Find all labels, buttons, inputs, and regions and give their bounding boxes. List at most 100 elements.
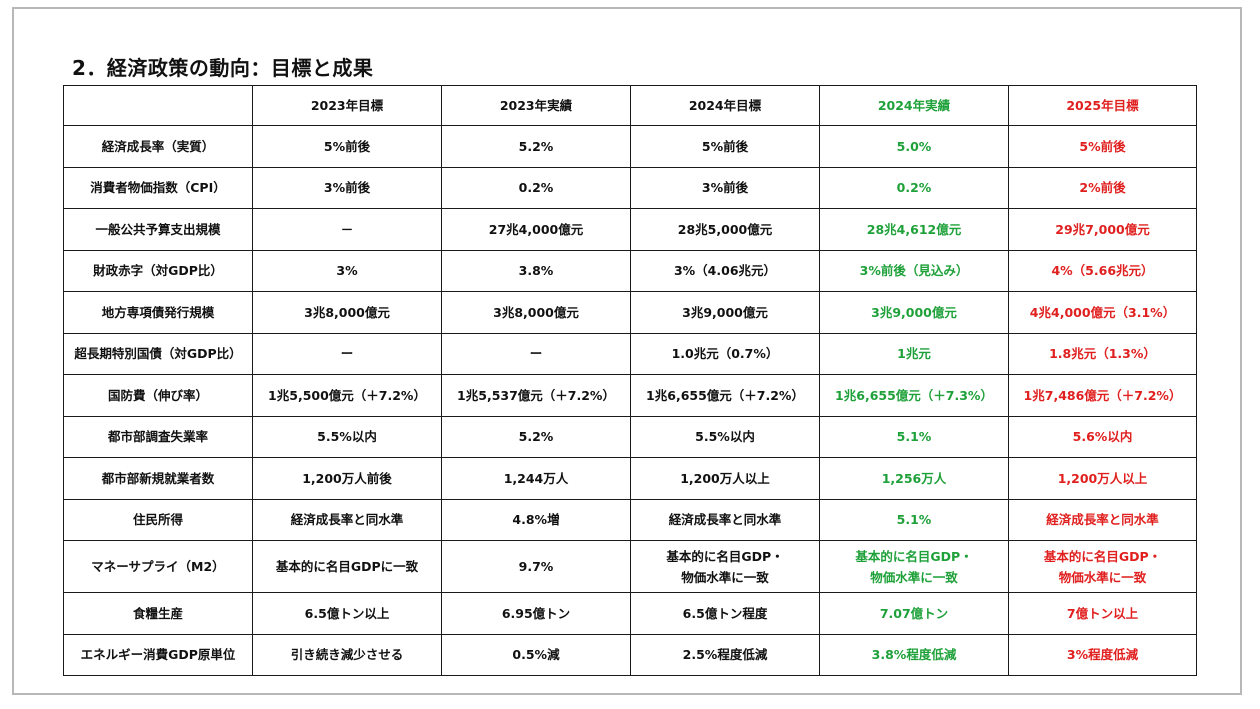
cell-text: 5.1% bbox=[896, 512, 932, 528]
cell-2025-target: 2%前後 bbox=[1008, 166, 1197, 209]
table-row: 財政赤字（対GDP比） 3% 3.8% 3%（4.06兆元） 3%前後（見込み） 4%（5… bbox=[63, 249, 1197, 292]
cell-text: 3.8%程度低減 bbox=[871, 647, 957, 663]
header-2023-target: 2023年目標 bbox=[252, 85, 442, 126]
corner-cell bbox=[63, 85, 253, 126]
cell-text: ー bbox=[340, 346, 354, 362]
cell-text: － bbox=[340, 221, 354, 237]
cell-2024-actual: 5.1% bbox=[819, 415, 1009, 458]
cell-2023-actual: 3.8% bbox=[441, 249, 631, 292]
cell-2024-actual: 3%前後（見込み） bbox=[819, 249, 1009, 292]
cell-2023-actual: 5.2% bbox=[441, 415, 631, 458]
cell-text: 3兆9,000億元 bbox=[871, 304, 957, 320]
row-label: エネルギー消費GDP原単位 bbox=[63, 633, 253, 676]
cell-2024-target: 6.5億トン程度 bbox=[630, 592, 820, 635]
cell-text: 3%前後 bbox=[701, 180, 749, 196]
cell-2024-actual: 1,256万人 bbox=[819, 457, 1009, 500]
table-row: 超長期特別国債（対GDP比） ー ー 1.0兆元（0.7%） 1兆元 1.8兆元（1.3%… bbox=[63, 332, 1197, 375]
table-row: 都市部調査失業率 5.5%以内 5.2% 5.5%以内 5.1% 5.6%以内 bbox=[63, 415, 1197, 458]
cell-text: 1,244万人 bbox=[503, 470, 569, 486]
table-row: 食糧生産 6.5億トン以上 6.95億トン 6.5億トン程度 7.07億トン 7億トン以上 bbox=[63, 592, 1197, 635]
cell-text: 1兆6,655億元（＋7.2%） bbox=[646, 387, 804, 403]
cell-text: 5.0% bbox=[896, 138, 932, 154]
cell-2023-actual: 27兆4,000億元 bbox=[441, 208, 631, 251]
cell-text: 基本的に名目GDP・ bbox=[666, 548, 784, 564]
table-row: マネーサプライ（M2） 基本的に名目GDPに一致 9.7% 基本的に名目GDP・ 物価水… bbox=[63, 540, 1197, 593]
cell-2023-target: ー bbox=[252, 332, 442, 375]
cell-2023-actual: 1,244万人 bbox=[441, 457, 631, 500]
cell-text: 3.8% bbox=[518, 263, 554, 279]
cell-2024-target: 3%（4.06兆元） bbox=[630, 249, 820, 292]
cell-2024-target: 3%前後 bbox=[630, 166, 820, 209]
cell-2023-actual: 4.8%増 bbox=[441, 498, 631, 541]
cell-2023-target: 6.5億トン以上 bbox=[252, 592, 442, 635]
cell-text: 6.5億トン程度 bbox=[682, 605, 768, 621]
cell-2023-actual: 3兆8,000億元 bbox=[441, 291, 631, 334]
cell-2024-target: 1兆6,655億元（＋7.2%） bbox=[630, 374, 820, 417]
table-body: 経済成長率（実質） 5%前後 5.2% 5%前後 5.0% 5%前後 消費者物価指数（CPI… bbox=[63, 125, 1197, 676]
row-label: 超長期特別国債（対GDP比） bbox=[63, 332, 253, 375]
cell-2024-target: 5.5%以内 bbox=[630, 415, 820, 458]
cell-2025-target: 5.6%以内 bbox=[1008, 415, 1197, 458]
cell-text: 7.07億トン bbox=[879, 605, 949, 621]
cell-text: 3兆8,000億元 bbox=[493, 304, 579, 320]
table-row: 都市部新規就業者数 1,200万人前後 1,244万人 1,200万人以上 1,256万… bbox=[63, 457, 1197, 500]
row-label: 食糧生産 bbox=[63, 592, 253, 635]
cell-text: 5.5%以内 bbox=[695, 429, 755, 445]
header-2023-actual: 2023年実績 bbox=[441, 85, 631, 126]
cell-2025-target: 1,200万人以上 bbox=[1008, 457, 1197, 500]
cell-text: 4.8%増 bbox=[512, 512, 560, 528]
cell-2025-target: 7億トン以上 bbox=[1008, 592, 1197, 635]
cell-text: 28兆4,612億元 bbox=[866, 221, 962, 237]
cell-2025-target: 29兆7,000億元 bbox=[1008, 208, 1197, 251]
cell-2024-target: 1,200万人以上 bbox=[630, 457, 820, 500]
cell-2025-target: 経済成長率と同水準 bbox=[1008, 498, 1197, 541]
cell-2023-actual: 0.2% bbox=[441, 166, 631, 209]
cell-text: 28兆5,000億元 bbox=[677, 221, 773, 237]
row-label: 住民所得 bbox=[63, 498, 253, 541]
row-label: 都市部新規就業者数 bbox=[63, 457, 253, 500]
header-2024-target: 2024年目標 bbox=[630, 85, 820, 126]
row-label: 財政赤字（対GDP比） bbox=[63, 249, 253, 292]
cell-2024-actual: 0.2% bbox=[819, 166, 1009, 209]
cell-text: 1.0兆元（0.7%） bbox=[671, 346, 779, 362]
cell-text: 2%前後 bbox=[1079, 180, 1126, 196]
cell-2024-actual: 1兆6,655億元（＋7.3%） bbox=[819, 374, 1009, 417]
cell-2023-actual: 5.2% bbox=[441, 125, 631, 168]
table-row: エネルギー消費GDP原単位 引き続き減少させる 0.5%減 2.5%程度低減 3.8%程… bbox=[63, 633, 1197, 676]
table-row: 経済成長率（実質） 5%前後 5.2% 5%前後 5.0% 5%前後 bbox=[63, 125, 1197, 168]
cell-text: 3%前後（見込み） bbox=[859, 263, 969, 279]
cell-text: 1,200万人以上 bbox=[680, 470, 770, 486]
cell-text: 物価水準に一致 bbox=[870, 569, 958, 585]
table-row: 消費者物価指数（CPI） 3%前後 0.2% 3%前後 0.2% 2%前後 bbox=[63, 166, 1197, 209]
cell-text: 5%前後 bbox=[323, 138, 371, 154]
cell-2024-actual: 基本的に名目GDP・ 物価水準に一致 bbox=[819, 540, 1009, 593]
cell-2025-target: 1兆7,486億元（＋7.2%） bbox=[1008, 374, 1197, 417]
cell-text: 5.2% bbox=[518, 429, 554, 445]
row-label: 消費者物価指数（CPI） bbox=[63, 166, 253, 209]
cell-text: 経済成長率と同水準 bbox=[290, 512, 404, 528]
cell-text: 引き続き減少させる bbox=[290, 647, 404, 663]
cell-text: 5%前後 bbox=[701, 138, 749, 154]
cell-2024-actual: 3兆9,000億元 bbox=[819, 291, 1009, 334]
cell-text: 3兆9,000億元 bbox=[682, 304, 768, 320]
cell-2024-actual: 5.0% bbox=[819, 125, 1009, 168]
table-row: 住民所得 経済成長率と同水準 4.8%増 経済成長率と同水準 5.1% 経済成長率と同水準 bbox=[63, 498, 1197, 541]
cell-2023-target: 5.5%以内 bbox=[252, 415, 442, 458]
cell-text: 物価水準に一致 bbox=[1058, 569, 1147, 585]
cell-2023-target: 3% bbox=[252, 249, 442, 292]
cell-text: 1兆6,655億元（＋7.3%） bbox=[835, 387, 993, 403]
cell-text: 1,256万人 bbox=[881, 470, 947, 486]
cell-2024-target: 28兆5,000億元 bbox=[630, 208, 820, 251]
cell-text: 基本的に名目GDP・ bbox=[855, 548, 973, 564]
cell-2023-target: 基本的に名目GDPに一致 bbox=[252, 540, 442, 593]
cell-2023-target: 1,200万人前後 bbox=[252, 457, 442, 500]
cell-2024-actual: 28兆4,612億元 bbox=[819, 208, 1009, 251]
cell-2024-actual: 3.8%程度低減 bbox=[819, 633, 1009, 676]
cell-text: 5.2% bbox=[518, 138, 554, 154]
row-label: 経済成長率（実質） bbox=[63, 125, 253, 168]
cell-2024-target: 2.5%程度低減 bbox=[630, 633, 820, 676]
header-row: 2023年目標 2023年実績 2024年目標 2024年実績 2025年目標 bbox=[63, 85, 1197, 126]
cell-text: 1,200万人以上 bbox=[1057, 470, 1148, 486]
cell-text: 5.1% bbox=[896, 429, 932, 445]
cell-2023-target: 引き続き減少させる bbox=[252, 633, 442, 676]
